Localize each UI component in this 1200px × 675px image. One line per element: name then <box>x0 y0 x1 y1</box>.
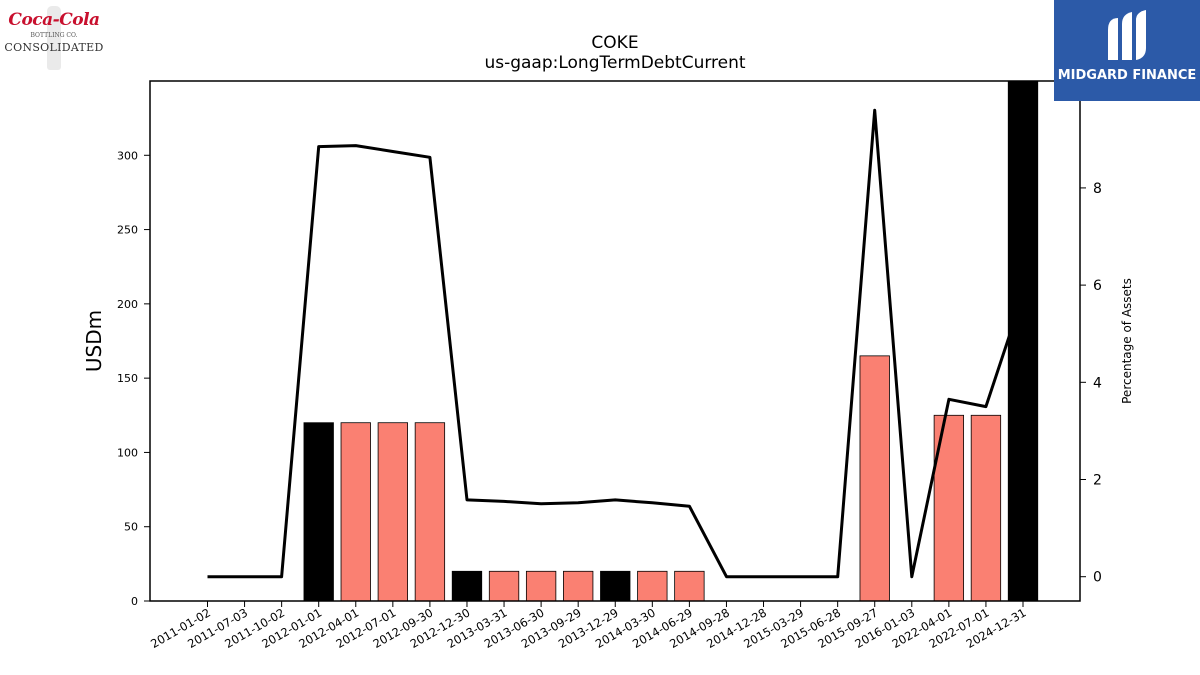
logo-name: MIDGARD FINANCE <box>1057 68 1197 83</box>
bar <box>377 422 408 602</box>
x-ticks: 2011-01-022011-07-032011-10-022012-01-01… <box>148 601 1029 651</box>
bar <box>970 414 1002 602</box>
y2-ticks: 0 2 4 6 8 <box>1080 181 1102 586</box>
bar <box>600 570 631 602</box>
bar <box>525 570 557 602</box>
y2-tick-label: 6 <box>1093 278 1102 294</box>
y-tick-label: 200 <box>117 298 138 311</box>
y2-tick-label: 0 <box>1093 570 1102 586</box>
y2-axis-label: Percentage of Assets <box>1120 278 1134 404</box>
y-ticks: 0 50 100 150 200 250 300 <box>117 149 150 608</box>
bar <box>340 422 371 602</box>
bar <box>488 570 520 602</box>
y2-tick-label: 2 <box>1093 473 1102 489</box>
y-tick-label: 100 <box>117 446 138 459</box>
y2-tick-label: 8 <box>1093 181 1102 197</box>
y2-tick-label: 4 <box>1093 375 1102 391</box>
logo-line2: BOTTLING CO. <box>30 32 78 39</box>
y-tick-label: 250 <box>117 224 138 237</box>
bottle-icon <box>47 6 61 70</box>
bars-group <box>303 80 1039 602</box>
coca-cola-consolidated-logo: Coca-Cola BOTTLING CO. CONSOLIDATED <box>2 2 106 70</box>
bar <box>414 422 446 602</box>
y-tick-label: 50 <box>124 521 138 534</box>
bar <box>674 570 705 602</box>
bar <box>451 570 483 602</box>
midgard-mark-icon <box>1108 10 1146 60</box>
bar <box>859 355 890 602</box>
chart-title: COKE <box>591 33 638 53</box>
line-group <box>207 108 1025 579</box>
chart-subtitle: us-gaap:LongTermDebtCurrent <box>484 53 745 73</box>
y-tick-label: 300 <box>117 149 138 162</box>
y-tick-label: 0 <box>131 595 138 608</box>
bar <box>563 570 594 602</box>
midgard-finance-logo: MIDGARD FINANCE <box>1054 0 1200 101</box>
logo-line3: CONSOLIDATED <box>4 41 104 54</box>
y-axis-label: USDm <box>82 310 106 372</box>
asset-percentage-line <box>207 108 1025 579</box>
bar <box>303 422 334 602</box>
bar <box>637 570 668 602</box>
y-tick-label: 150 <box>117 372 138 385</box>
bar <box>1007 80 1039 602</box>
logo-script: Coca-Cola <box>8 10 100 30</box>
